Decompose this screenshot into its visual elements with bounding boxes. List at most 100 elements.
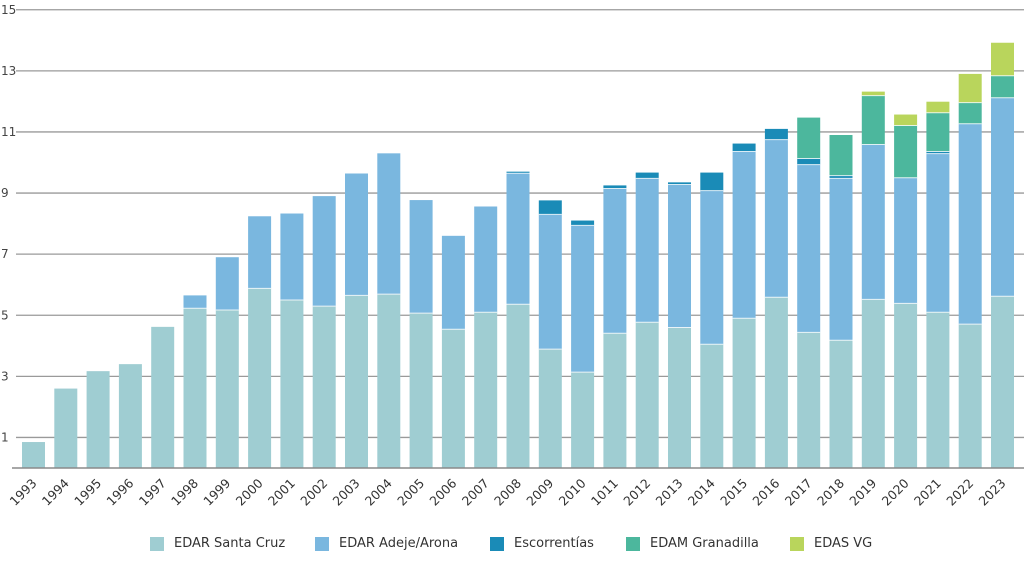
y-tick-label: 5 bbox=[1, 308, 9, 322]
legend-label: Escorrentías bbox=[514, 536, 594, 551]
y-tick-label: 13 bbox=[1, 64, 16, 78]
x-tick-label: 2019 bbox=[846, 475, 879, 508]
x-tick-label: 1996 bbox=[103, 475, 136, 508]
bar-segment-edar-adeje-arona-2010 bbox=[571, 225, 595, 373]
bar-segment-escorrent-as-2014 bbox=[700, 172, 724, 191]
legend-swatch-edas-vg bbox=[790, 536, 804, 551]
bar-segment-edas-vg-2019 bbox=[861, 91, 885, 96]
bar-segment-edar-adeje-arona-2022 bbox=[958, 123, 982, 325]
bar-segment-edar-santa-cruz-2007 bbox=[474, 312, 498, 468]
bar-segment-edar-santa-cruz-2008 bbox=[506, 304, 530, 468]
y-tick-label: 1 bbox=[1, 430, 9, 444]
legend-swatch-adeje-arona bbox=[315, 536, 329, 551]
bar-segment-edar-santa-cruz-2015 bbox=[732, 318, 756, 468]
bar-segment-edar-adeje-arona-1999 bbox=[215, 257, 239, 311]
y-tick-label: 9 bbox=[1, 186, 9, 200]
bar-segment-edar-adeje-arona-2012 bbox=[635, 178, 659, 323]
x-tick-label: 2014 bbox=[685, 475, 718, 508]
x-tick-label: 2020 bbox=[879, 475, 912, 508]
bar-segment-edar-santa-cruz-2014 bbox=[700, 344, 724, 468]
bar-segment-escorrent-as-2015 bbox=[732, 143, 756, 152]
x-tick-label: 2008 bbox=[491, 475, 524, 508]
legend-label: EDAS VG bbox=[814, 536, 873, 551]
x-tick-label: 1997 bbox=[136, 476, 169, 509]
bar-segment-edar-adeje-arona-2021 bbox=[926, 153, 950, 313]
bar-segment-edam-granadilla-2022 bbox=[958, 102, 982, 124]
x-tick-label: 2000 bbox=[233, 475, 266, 508]
bar-segment-edar-santa-cruz-2013 bbox=[668, 327, 691, 468]
x-tick-label: 2013 bbox=[653, 476, 686, 509]
x-tick-label: 2015 bbox=[717, 476, 750, 509]
x-tick-label: 1995 bbox=[71, 476, 104, 509]
bar-segment-edar-adeje-arona-2007 bbox=[474, 206, 498, 313]
y-tick-label: 11 bbox=[1, 125, 16, 139]
legend-item-santa-cruz: EDAR Santa Cruz bbox=[150, 536, 285, 551]
bar-segment-escorrent-as-2021 bbox=[926, 151, 950, 154]
bar-segment-edar-santa-cruz-2016 bbox=[764, 297, 788, 468]
y-tick-label: 3 bbox=[1, 369, 9, 383]
bar-segment-edar-adeje-arona-2006 bbox=[441, 235, 465, 330]
legend-label: EDAM Granadilla bbox=[650, 536, 759, 551]
bar-segment-edar-adeje-arona-2005 bbox=[409, 200, 433, 314]
legend-swatch-santa-cruz bbox=[150, 536, 164, 551]
bar-segment-edar-adeje-arona-2000 bbox=[248, 216, 272, 289]
bar-segment-edar-santa-cruz-2017 bbox=[797, 332, 821, 468]
bar-segment-edar-santa-cruz-2006 bbox=[441, 329, 465, 468]
bar-segment-edar-adeje-arona-2016 bbox=[764, 139, 788, 298]
bar-segment-edar-santa-cruz-2002 bbox=[312, 306, 336, 468]
x-tick-label: 1993 bbox=[7, 476, 40, 509]
bar-segment-edar-santa-cruz-1999 bbox=[215, 310, 239, 468]
x-tick-label: 1999 bbox=[200, 475, 233, 508]
y-tick-label: 15 bbox=[1, 3, 16, 17]
x-tick-label: 1998 bbox=[168, 475, 201, 508]
legend: EDAR Santa Cruz EDAR Adeje/Arona Escorre… bbox=[0, 536, 1024, 556]
bar-segment-edar-santa-cruz-2003 bbox=[345, 295, 368, 468]
bar-segment-edar-adeje-arona-2003 bbox=[345, 173, 368, 296]
bar-segment-edar-adeje-arona-2008 bbox=[506, 173, 530, 305]
bar-segment-edar-santa-cruz-2020 bbox=[894, 303, 918, 468]
bar-segment-escorrent-as-2017 bbox=[797, 158, 821, 165]
x-tick-label: 2017 bbox=[782, 476, 815, 509]
bar-segment-escorrent-as-2009 bbox=[538, 200, 562, 215]
bar-segment-edar-santa-cruz-2019 bbox=[861, 299, 885, 468]
bar-segment-edas-vg-2022 bbox=[958, 73, 982, 103]
bar-segment-edam-granadilla-2021 bbox=[926, 112, 950, 152]
bar-segment-edar-santa-cruz-1997 bbox=[151, 326, 175, 468]
x-tick-label: 2001 bbox=[265, 476, 298, 509]
bar-segment-escorrent-as-2010 bbox=[571, 220, 595, 226]
x-tick-label: 2010 bbox=[556, 475, 589, 508]
bar-segment-edar-santa-cruz-2021 bbox=[926, 312, 950, 468]
y-tick-label: 7 bbox=[1, 247, 9, 261]
x-tick-label: 1994 bbox=[39, 475, 72, 508]
x-tick-label: 2007 bbox=[459, 476, 492, 509]
bar-segment-edar-adeje-arona-1011 bbox=[603, 188, 627, 334]
bar-segment-edar-adeje-arona-2015 bbox=[732, 151, 756, 319]
x-tick-label: 2002 bbox=[297, 476, 330, 509]
bar-segment-edam-granadilla-2023 bbox=[991, 75, 1014, 98]
bar-segment-edas-vg-2020 bbox=[894, 114, 918, 126]
bar-segment-edar-santa-cruz-2005 bbox=[409, 313, 433, 468]
bar-segment-edas-vg-2021 bbox=[926, 101, 950, 113]
bar-segment-edar-adeje-arona-2004 bbox=[377, 153, 401, 295]
legend-item-edas-vg: EDAS VG bbox=[790, 536, 872, 551]
bar-segment-escorrent-as-2016 bbox=[764, 128, 788, 140]
bar-segment-edar-santa-cruz-1011 bbox=[603, 333, 627, 468]
bar-segment-edar-santa-cruz-1994 bbox=[54, 388, 78, 468]
legend-label: EDAR Santa Cruz bbox=[174, 536, 286, 551]
bar-segment-edas-vg-2023 bbox=[991, 42, 1014, 76]
bar-segment-escorrent-as-2012 bbox=[635, 172, 659, 179]
x-tick-label: 2005 bbox=[394, 476, 427, 509]
legend-item-adeje-arona: EDAR Adeje/Arona bbox=[315, 536, 458, 551]
bar-segment-edam-granadilla-2018 bbox=[829, 135, 853, 176]
bar-segment-edam-granadilla-2019 bbox=[861, 95, 885, 145]
x-tick-label: 2012 bbox=[620, 476, 653, 509]
bar-segment-escorrent-as-2008 bbox=[506, 171, 530, 174]
bar-segment-edar-adeje-arona-2014 bbox=[700, 190, 724, 345]
bar-segment-edar-santa-cruz-1993 bbox=[22, 442, 45, 468]
legend-label: EDAR Adeje/Arona bbox=[339, 536, 459, 551]
bar-segment-edar-adeje-arona-2018 bbox=[829, 178, 853, 341]
bar-segment-edar-santa-cruz-1996 bbox=[118, 364, 142, 468]
x-tick-label: 1011 bbox=[588, 476, 621, 509]
